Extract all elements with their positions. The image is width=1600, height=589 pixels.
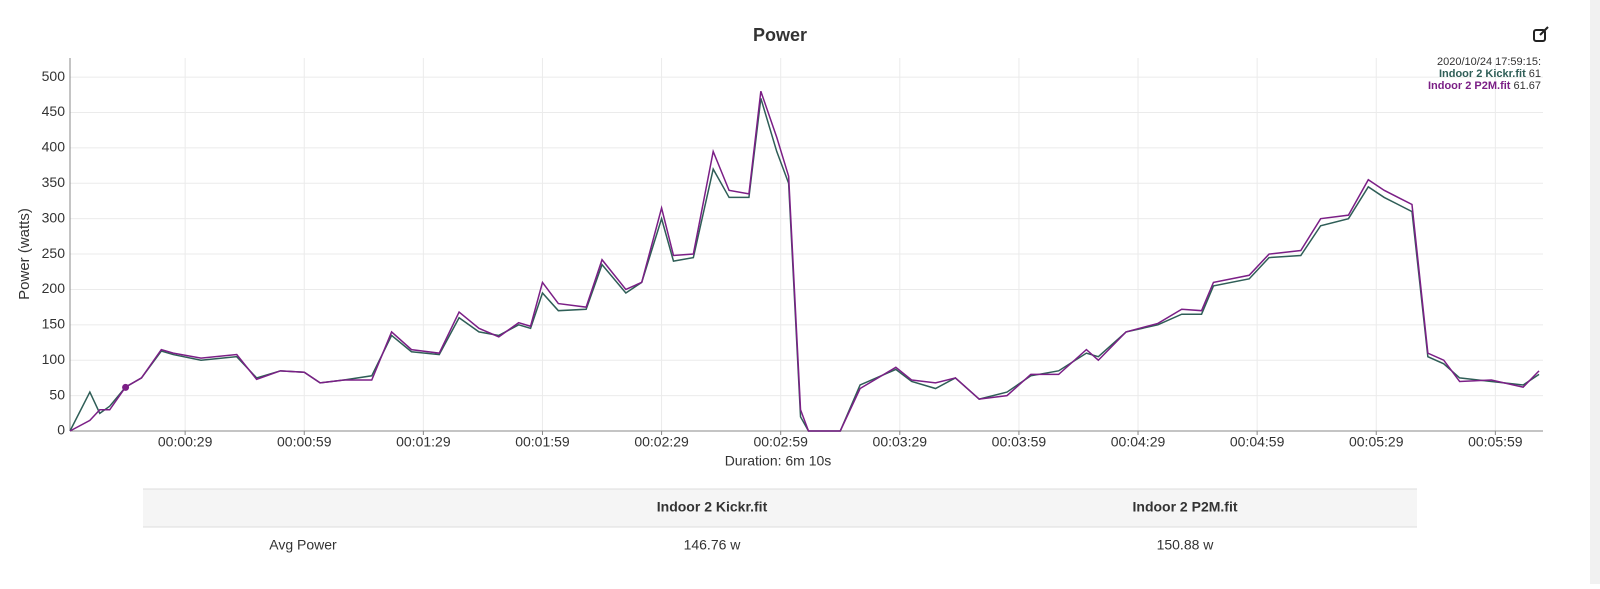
x-tick-label: 00:05:29 (1349, 434, 1404, 450)
x-axis-label: Duration: 6m 10s (725, 453, 832, 469)
y-tick-label: 500 (42, 68, 66, 84)
y-tick-label: 100 (42, 351, 66, 367)
series-line (69, 91, 1540, 432)
tooltip-value: 61 (1529, 68, 1541, 80)
table-column-header: Indoor 2 P2M.fit (1133, 499, 1238, 515)
y-axis-label: Power (watts) (16, 208, 33, 300)
x-tick-label: 00:02:59 (753, 434, 808, 450)
y-tick-label: 350 (42, 174, 66, 190)
chart-title: Power (753, 25, 807, 45)
y-tick-label: 150 (42, 316, 66, 332)
table-cell: Avg Power (269, 537, 337, 553)
tooltip-item: Indoor 2 P2M.fit61.67 (1428, 80, 1541, 92)
x-tick-label: 00:02:29 (634, 434, 689, 450)
x-tick-label: 00:04:59 (1230, 434, 1285, 450)
x-tick-label: 00:00:59 (277, 434, 332, 450)
y-tick-label: 250 (42, 245, 66, 261)
x-tick-label: 00:01:29 (396, 434, 451, 450)
x-tick-label: 00:03:59 (992, 434, 1047, 450)
y-tick-label: 50 (49, 386, 65, 402)
x-tick-label: 00:05:59 (1468, 434, 1523, 450)
table-header (143, 489, 1417, 527)
y-tick-label: 200 (42, 280, 66, 296)
y-tick-label: 300 (42, 209, 66, 225)
edit-icon[interactable] (1533, 26, 1549, 42)
x-tick-label: 00:04:29 (1111, 434, 1166, 450)
table-column-header: Indoor 2 Kickr.fit (657, 499, 768, 515)
tooltip-value: 61.67 (1513, 80, 1541, 92)
table-cell: 150.88 w (1157, 537, 1215, 553)
tooltip-series: Indoor 2 Kickr.fit (1439, 68, 1526, 80)
tooltip-item: Indoor 2 Kickr.fit61 (1439, 68, 1541, 80)
scrollbar[interactable] (1590, 0, 1600, 584)
y-tick-label: 450 (42, 103, 66, 119)
tooltip-time: 2020/10/24 17:59:15: (1437, 56, 1541, 68)
x-tick-label: 00:01:59 (515, 434, 570, 450)
table-cell: 146.76 w (684, 537, 742, 553)
y-tick-label: 400 (42, 139, 66, 155)
y-tick-label: 0 (57, 422, 65, 438)
tooltip-series: Indoor 2 P2M.fit (1428, 80, 1511, 92)
hover-point (122, 383, 130, 391)
x-tick-label: 00:00:29 (158, 434, 213, 450)
x-tick-label: 00:03:29 (873, 434, 928, 450)
